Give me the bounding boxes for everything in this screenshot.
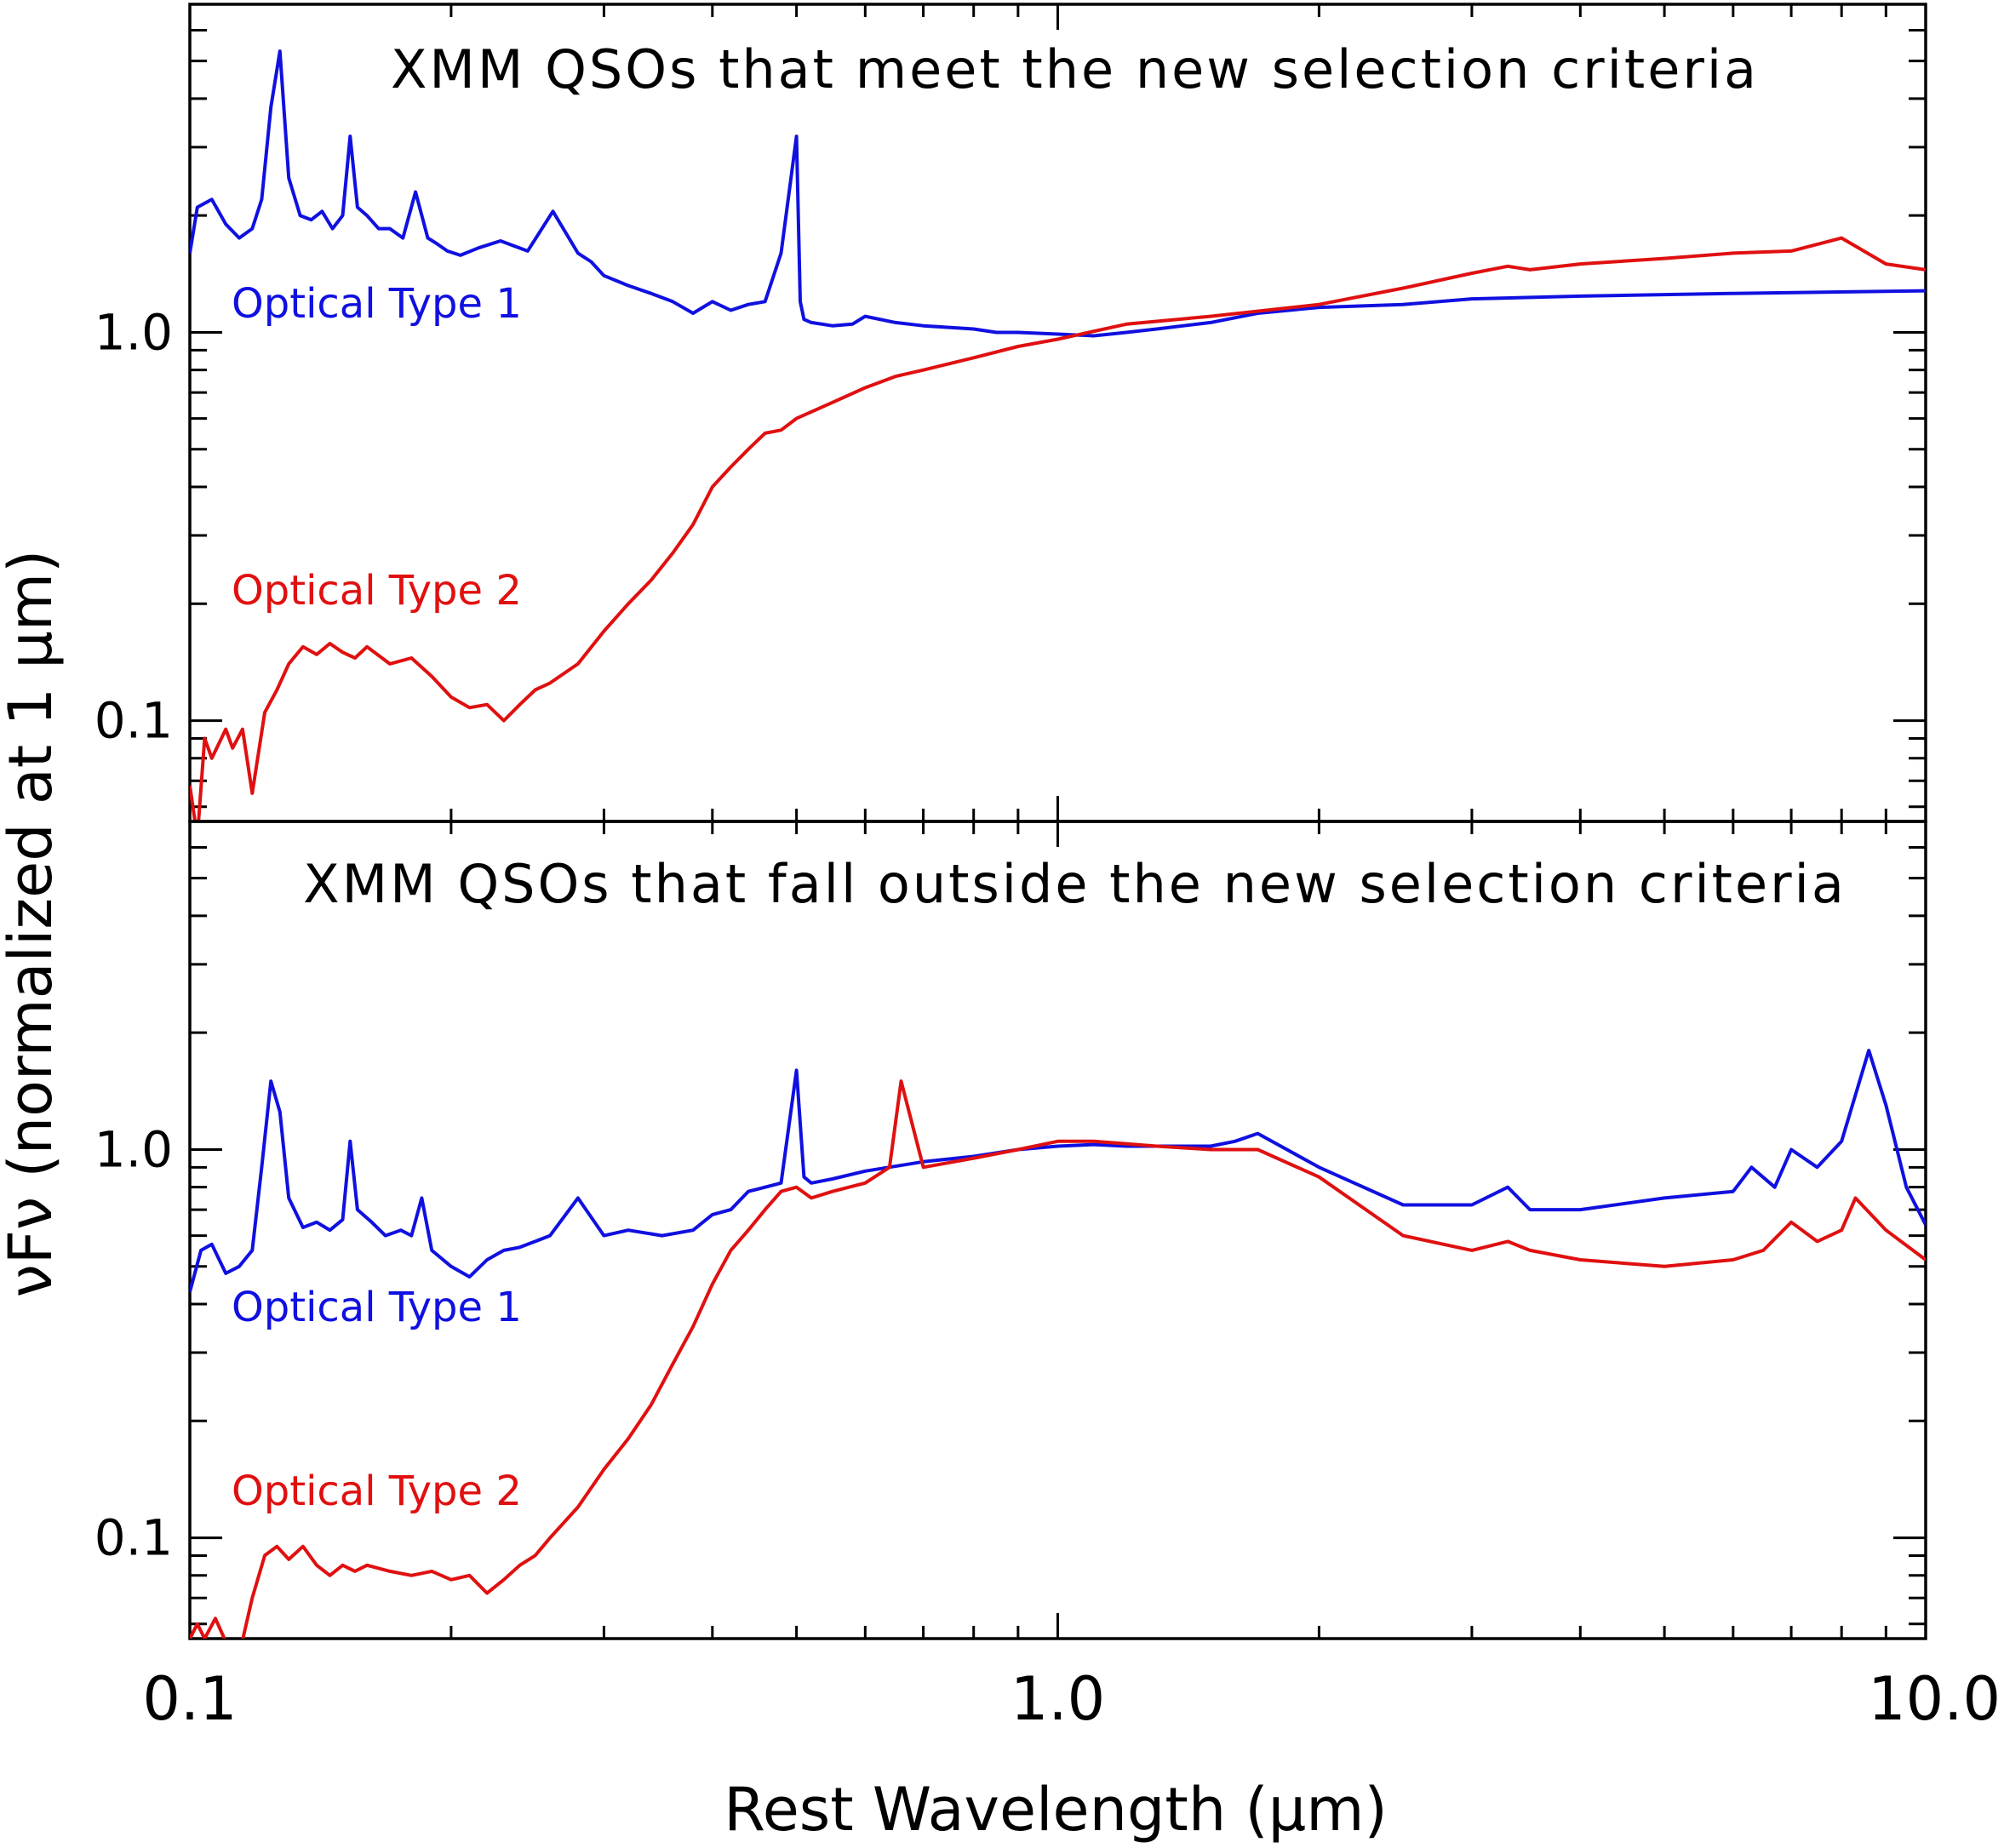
plot-frame [188,820,1927,1640]
series-line-type1 [190,1049,1926,1293]
y-tick-label: 0.1 [94,1509,173,1567]
series-line-type2 [190,236,1926,821]
y-tick-label: 1.0 [94,303,173,361]
series-label-type2: Optical Type 2 [232,567,522,615]
x-tick-label: 10.0 [1868,1664,2001,1734]
x-tick-label: 0.1 [142,1664,237,1734]
x-tick-label: 1.0 [1011,1664,1105,1734]
series-label-type1: Optical Type 1 [232,1284,522,1331]
series-line-type1 [190,49,1926,338]
panel-title: XMM QSOs that fall outside the new selec… [303,853,1847,915]
panel-top: 0.1 1.0 XMM QSOs that meet the new selecti… [94,3,1927,823]
series-line-type2 [190,1079,1926,1639]
y-tick-label: 0.1 [94,692,173,750]
series-label-type1: Optical Type 1 [232,280,522,328]
panel-bottom: 0.1 1.0 XMM QSOs that fall outside the new… [94,820,1927,1640]
plot-frame [188,3,1927,823]
panel-title: XMM QSOs that meet the new selection cri… [391,38,1759,100]
series-label-type2: Optical Type 2 [232,1468,522,1515]
y-axis-label: νFν (normalized at 1 μm) [0,550,66,1298]
y-tick-label: 1.0 [94,1120,173,1178]
x-tick-labels: 0.1 1.0 10.0 [142,1664,2001,1734]
x-axis-label: Rest Wavelength (μm) [724,1775,1388,1845]
